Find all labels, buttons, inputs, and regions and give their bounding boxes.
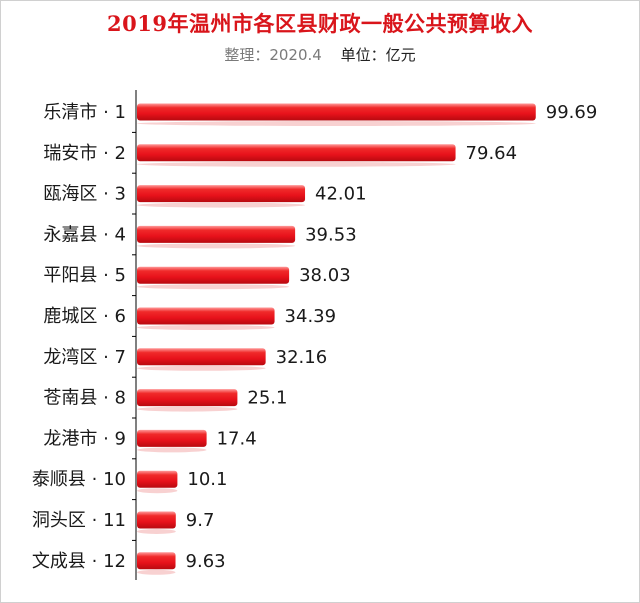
category-label: 文成县 · 12 bbox=[32, 551, 126, 572]
bar-shadow bbox=[137, 406, 238, 412]
category-label: 苍南县 · 8 bbox=[43, 388, 126, 409]
category-label: 平阳县 · 5 bbox=[43, 265, 126, 286]
chart-subtitle: 整理：2020.4 单位：亿元 bbox=[0, 44, 640, 65]
bar bbox=[137, 470, 178, 488]
value-label: 25.1 bbox=[247, 388, 287, 409]
bar-shadow bbox=[137, 365, 266, 371]
bar-shadow bbox=[137, 529, 176, 534]
category-label: 泰顺县 · 10 bbox=[32, 469, 126, 490]
value-label: 34.39 bbox=[285, 306, 337, 327]
value-label: 9.63 bbox=[186, 551, 226, 572]
category-label: 瑞安市 · 2 bbox=[43, 143, 126, 164]
category-label: 鹿城区 · 6 bbox=[43, 306, 126, 327]
bar bbox=[137, 307, 275, 325]
bar bbox=[137, 144, 456, 162]
bar bbox=[137, 389, 238, 407]
value-label: 38.03 bbox=[299, 265, 351, 286]
bar-shadow bbox=[137, 488, 178, 494]
bar bbox=[137, 225, 296, 243]
category-label: 瓯海区 · 3 bbox=[43, 184, 126, 205]
bar bbox=[137, 103, 536, 121]
value-label: 99.69 bbox=[546, 102, 598, 123]
bar bbox=[137, 348, 266, 366]
bar-shadow bbox=[137, 284, 290, 290]
bar-shadow bbox=[137, 161, 456, 167]
source-note: 整理：2020.4 bbox=[224, 46, 322, 64]
unit-note: 单位：亿元 bbox=[340, 46, 416, 64]
bar bbox=[137, 185, 306, 203]
bar bbox=[137, 511, 176, 529]
bar bbox=[137, 429, 207, 447]
value-label: 9.7 bbox=[186, 510, 215, 531]
bar-shadow bbox=[137, 325, 275, 330]
category-label: 乐清市 · 1 bbox=[43, 102, 126, 123]
bar-shadow bbox=[137, 243, 296, 249]
value-label: 42.01 bbox=[315, 184, 367, 205]
bar-shadow bbox=[137, 447, 207, 453]
category-label: 龙港市 · 9 bbox=[43, 428, 126, 449]
value-label: 79.64 bbox=[466, 143, 518, 164]
bar bbox=[137, 552, 176, 570]
bar-shadow bbox=[137, 569, 176, 575]
chart-title: 2019年温州市各区县财政一般公共预算收入 bbox=[107, 11, 533, 36]
value-label: 17.4 bbox=[217, 428, 257, 449]
bar bbox=[137, 266, 290, 284]
category-label: 洞头区 · 11 bbox=[32, 510, 126, 531]
value-label: 10.1 bbox=[187, 469, 227, 490]
value-label: 32.16 bbox=[276, 347, 328, 368]
category-label: 永嘉县 · 4 bbox=[43, 224, 126, 245]
value-label: 39.53 bbox=[305, 224, 357, 245]
bar-shadow bbox=[137, 121, 536, 126]
category-label: 龙湾区 · 7 bbox=[43, 347, 126, 368]
bar-shadow bbox=[137, 202, 306, 208]
